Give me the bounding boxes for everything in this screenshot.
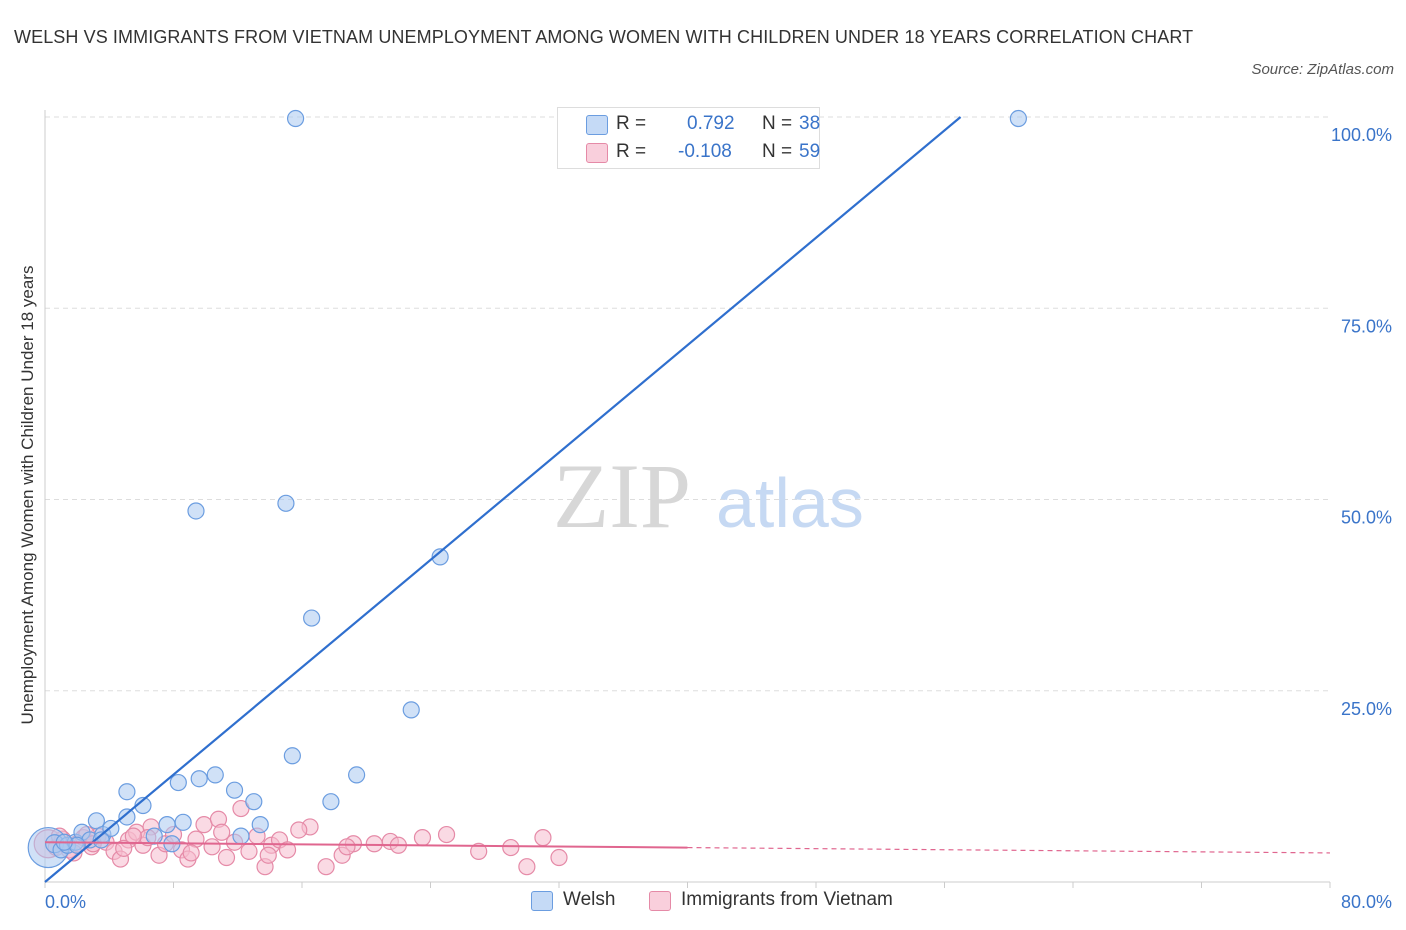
welsh-point — [232, 827, 250, 845]
vietnam-point — [338, 838, 356, 856]
welsh-n-value: 38 — [799, 113, 821, 134]
vietnam-point — [290, 821, 308, 839]
y-tick-label: 75.0% — [1341, 316, 1392, 336]
welsh-point — [158, 816, 176, 834]
welsh-swatch — [586, 115, 608, 135]
welsh-point — [277, 494, 295, 512]
source-label: Source: ZipAtlas.com — [1251, 61, 1394, 78]
welsh-point — [169, 773, 187, 792]
vietnam-legend-swatch — [649, 891, 671, 911]
chart-title: WELSH VS IMMIGRANTS FROM VIETNAM UNEMPLO… — [14, 27, 1194, 47]
vietnam-n-value: 59 — [799, 141, 821, 162]
vietnam-point — [213, 823, 231, 841]
vietnam-point — [470, 842, 488, 861]
vietnam-point — [240, 842, 258, 861]
y-tick-label: 25.0% — [1341, 699, 1392, 719]
vietnam-point — [124, 827, 142, 845]
x-tick-label-start: 0.0% — [45, 892, 86, 912]
vietnam-point — [182, 844, 200, 862]
y-tick-labels: 25.0% 50.0% 75.0% 100.0% — [1331, 125, 1392, 719]
welsh-point — [190, 770, 208, 788]
vietnam-legend-label: Immigrants from Vietnam — [681, 889, 893, 910]
watermark: ZIP atlas — [553, 445, 864, 547]
vietnam-point — [195, 816, 213, 834]
vietnam-point — [365, 835, 383, 853]
welsh-point — [1009, 109, 1027, 128]
welsh-point — [348, 766, 366, 784]
vietnam-point — [550, 848, 568, 867]
welsh-point — [303, 609, 321, 627]
welsh-n-label: N = — [762, 113, 793, 134]
y-axis-label: Unemployment Among Women with Children U… — [18, 265, 37, 725]
vietnam-trend-line-extension — [687, 846, 1331, 854]
vietnam-r-label: R = — [616, 141, 647, 162]
vietnam-point — [203, 838, 221, 856]
x-axis — [44, 110, 1331, 888]
y-tick-label: 50.0% — [1341, 508, 1392, 528]
welsh-point — [251, 816, 269, 834]
y-tick-label: 100.0% — [1331, 125, 1392, 145]
welsh-r-label: R = — [616, 113, 647, 134]
welsh-point — [118, 783, 136, 801]
vietnam-point — [518, 858, 536, 876]
vietnam-point — [437, 825, 456, 844]
welsh-point — [283, 747, 301, 765]
x-tick-labels: 0.0% 80.0% — [45, 892, 1392, 912]
correlation-legend: R = 0.792 N = 38 R = -0.108 N = 59 — [557, 107, 820, 169]
welsh-point — [92, 831, 110, 849]
welsh-point — [174, 813, 192, 831]
welsh-point — [286, 109, 305, 128]
vietnam-swatch — [586, 143, 608, 163]
vietnam-r-value: -0.108 — [678, 141, 732, 162]
welsh-point — [187, 502, 205, 520]
vietnam-point — [115, 839, 133, 857]
x-tick-label-end: 80.0% — [1341, 892, 1392, 912]
trend-lines — [44, 116, 1331, 883]
welsh-point — [245, 793, 263, 811]
watermark-zip: ZIP — [553, 445, 691, 547]
vietnam-point — [278, 841, 297, 859]
vietnam-point — [413, 829, 432, 847]
watermark-atlas: atlas — [716, 464, 864, 542]
vietnam-point — [259, 846, 277, 864]
welsh-legend-swatch — [531, 891, 553, 911]
vietnam-point — [534, 829, 552, 847]
welsh-point — [145, 827, 163, 845]
welsh-point — [431, 548, 449, 566]
vietnam-n-label: N = — [762, 141, 793, 162]
welsh-point — [322, 793, 340, 811]
vietnam-trend-line — [44, 841, 688, 849]
welsh-trend-line — [44, 116, 962, 883]
welsh-point — [402, 701, 420, 719]
welsh-points — [27, 109, 1027, 869]
vietnam-point — [317, 858, 335, 876]
vietnam-point — [502, 838, 520, 857]
welsh-r-value: 0.792 — [687, 113, 735, 134]
welsh-point — [87, 812, 106, 830]
vietnam-points — [33, 799, 568, 876]
vietnam-point — [217, 848, 236, 867]
welsh-point — [225, 781, 244, 799]
welsh-point — [118, 808, 136, 826]
welsh-legend-label: Welsh — [563, 889, 616, 910]
gridlines — [45, 116, 1330, 692]
welsh-point — [206, 766, 224, 784]
